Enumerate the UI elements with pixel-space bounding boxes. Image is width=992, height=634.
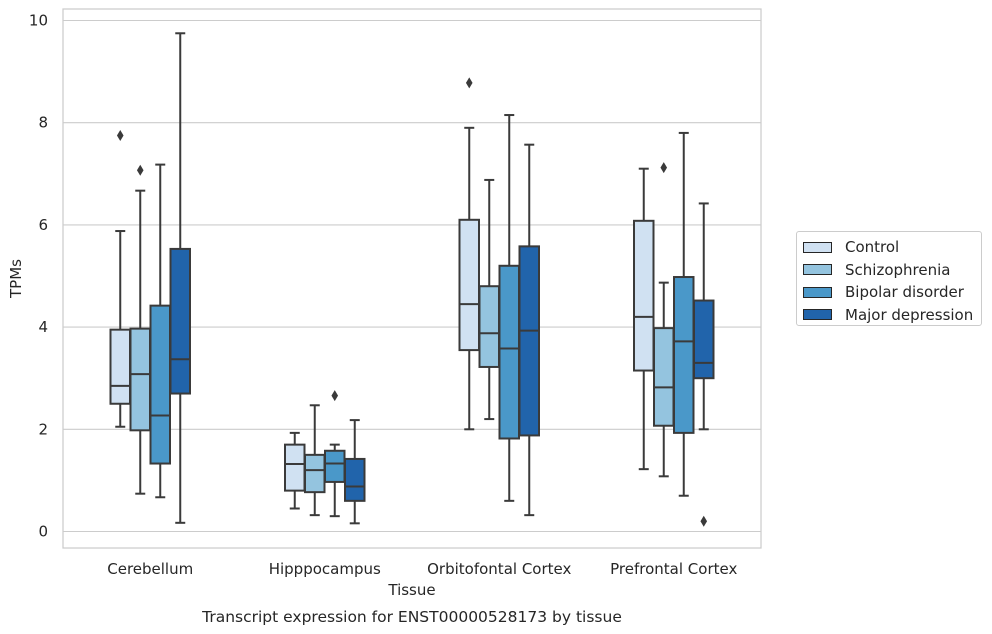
box-prefrontal-cortex-bipolar-disorder <box>673 131 695 497</box>
legend-label: Schizophrenia <box>845 260 951 279</box>
legend-swatch <box>803 264 832 276</box>
outlier-point <box>700 515 708 527</box>
box-hipppocampus-control <box>284 431 306 510</box>
x-tick-label: Hipppocampus <box>269 560 381 578</box>
iqr-box <box>149 304 171 465</box>
outlier-point <box>116 129 124 141</box>
iqr-box <box>653 327 675 427</box>
outlier-point <box>136 164 144 176</box>
iqr-box <box>169 247 191 395</box>
box-cerebellum-schizophrenia <box>129 164 151 495</box>
iqr-box <box>518 245 540 437</box>
y-tick-labels: 0 2 4 6 8 10 <box>29 12 48 541</box>
iqr-box <box>673 276 695 434</box>
iqr-box <box>498 264 520 440</box>
iqr-box <box>304 453 326 494</box>
box-prefrontal-cortex-major-depression <box>693 202 715 527</box>
legend-item: Major depression <box>797 304 981 327</box>
legend-label: Control <box>845 238 900 257</box>
legend-item: Bipolar disorder <box>797 281 981 304</box>
box-hipppocampus-schizophrenia <box>304 404 326 517</box>
x-axis-label: Tissue <box>387 581 435 599</box>
iqr-box <box>284 443 306 492</box>
legend-label: Bipolar disorder <box>845 283 964 302</box>
y-tick-label: 0 <box>38 523 48 541</box>
x-tick-label: Orbitofontal Cortex <box>427 560 571 578</box>
box-prefrontal-cortex-control <box>633 167 655 471</box>
chart-caption: Transcript expression for ENST0000052817… <box>201 608 622 626</box>
y-tick-label: 10 <box>29 12 48 30</box>
box-orbitofontal-cortex-schizophrenia <box>478 178 500 421</box>
iqr-box <box>344 457 366 502</box>
y-tick-label: 8 <box>38 114 48 132</box>
legend-item: Schizophrenia <box>797 259 981 282</box>
legend-swatch <box>803 286 832 298</box>
box-cerebellum-control <box>109 129 131 428</box>
box-hipppocampus-major-depression <box>344 419 366 525</box>
x-tick-labels: Cerebellum Hipppocampus Orbitofontal Corte… <box>107 560 737 578</box>
y-tick-label: 6 <box>38 216 48 234</box>
x-tick-label: Prefrontal Cortex <box>610 560 737 578</box>
legend-swatch <box>803 241 832 253</box>
legend: Control Schizophrenia Bipolar disorder Majo… <box>796 231 982 326</box>
iqr-box <box>324 449 346 483</box>
box-orbitofontal-cortex-bipolar-disorder <box>498 114 520 502</box>
outlier-point <box>331 390 339 402</box>
y-tick-label: 2 <box>38 420 48 438</box>
box-orbitofontal-cortex-control <box>458 77 480 431</box>
y-axis-label: TPMs <box>7 259 25 299</box>
x-tick-label: Cerebellum <box>107 560 193 578</box>
outlier-point <box>660 162 668 174</box>
iqr-box <box>109 328 131 405</box>
legend-item: Control <box>797 236 981 259</box>
iqr-box <box>458 218 480 352</box>
outlier-point <box>465 77 473 89</box>
box-hipppocampus-bipolar-disorder <box>324 390 346 518</box>
box-cerebellum-major-depression <box>169 32 191 524</box>
plot-area-frame <box>62 8 762 549</box>
iqr-box <box>693 299 715 380</box>
iqr-box <box>478 285 500 368</box>
boxes-layer <box>109 32 715 527</box>
legend-swatch <box>803 309 832 321</box>
iqr-box <box>129 327 151 432</box>
box-orbitofontal-cortex-major-depression <box>518 143 540 517</box>
y-tick-label: 4 <box>38 318 48 336</box>
legend-label: Major depression <box>845 305 974 324</box>
iqr-box <box>633 219 655 372</box>
box-cerebellum-bipolar-disorder <box>149 163 171 499</box>
box-prefrontal-cortex-schizophrenia <box>653 162 675 478</box>
